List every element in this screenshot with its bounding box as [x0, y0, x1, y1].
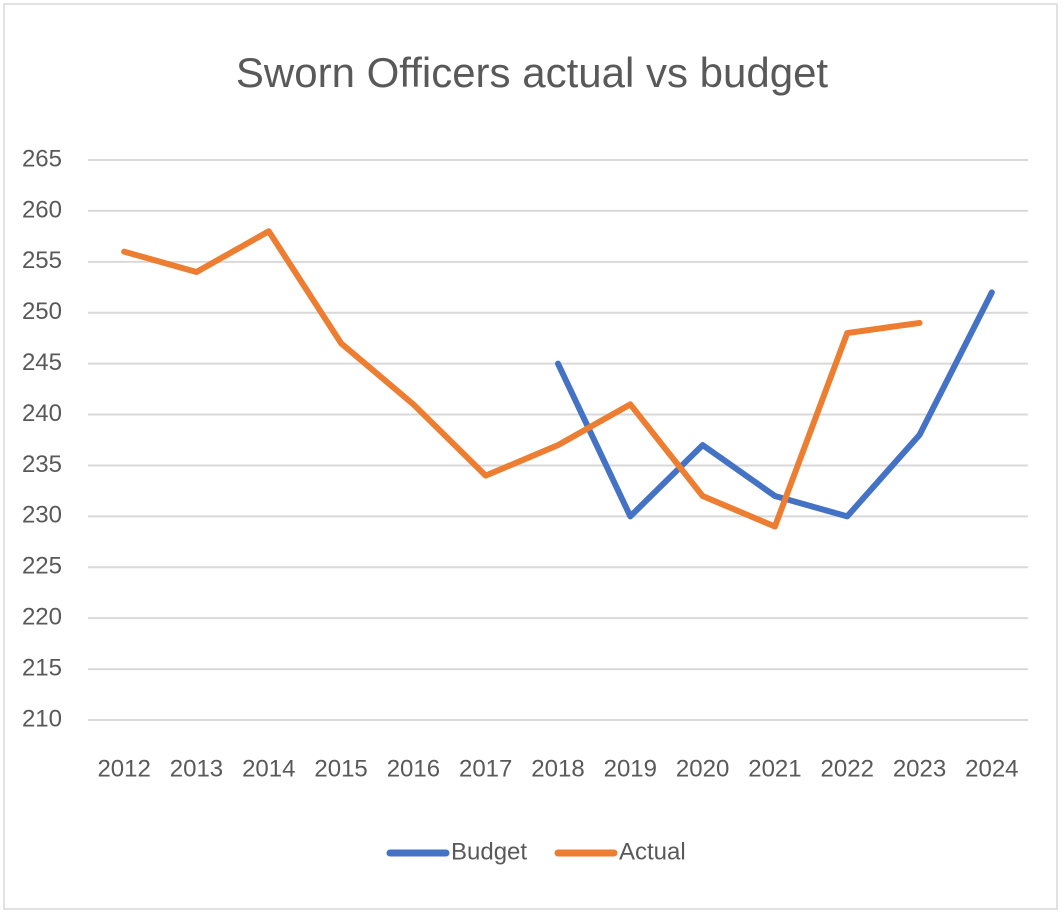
x-tick-label: 2019 [604, 755, 657, 782]
x-tick-label: 2024 [965, 755, 1018, 782]
x-tick-label: 2013 [170, 755, 223, 782]
x-tick-label: 2012 [97, 755, 150, 782]
y-tick-label: 210 [22, 705, 62, 732]
y-tick-label: 260 [22, 196, 62, 223]
x-tick-label: 2018 [531, 755, 584, 782]
y-tick-label: 220 [22, 604, 62, 631]
y-tick-label: 225 [22, 553, 62, 580]
y-tick-label: 265 [22, 145, 62, 172]
chart-title: Sworn Officers actual vs budget [236, 49, 829, 96]
y-tick-label: 250 [22, 298, 62, 325]
y-tick-label: 215 [22, 654, 62, 681]
x-tick-label: 2022 [821, 755, 874, 782]
line-series [121, 228, 923, 530]
x-tick-label: 2020 [676, 755, 729, 782]
x-tick-label: 2014 [242, 755, 295, 782]
x-tick-label: 2015 [314, 755, 367, 782]
x-tick-label: 2016 [387, 755, 440, 782]
legend-label: Budget [451, 838, 527, 865]
y-tick-label: 240 [22, 400, 62, 427]
y-tick-label: 255 [22, 247, 62, 274]
line-series [555, 289, 995, 520]
x-tick-label: 2017 [459, 755, 512, 782]
x-tick-label: 2021 [748, 755, 801, 782]
legend-label: Actual [619, 838, 686, 865]
x-tick-label: 2023 [893, 755, 946, 782]
y-tick-label: 230 [22, 502, 62, 529]
y-tick-label: 245 [22, 349, 62, 376]
y-tick-label: 235 [22, 451, 62, 478]
